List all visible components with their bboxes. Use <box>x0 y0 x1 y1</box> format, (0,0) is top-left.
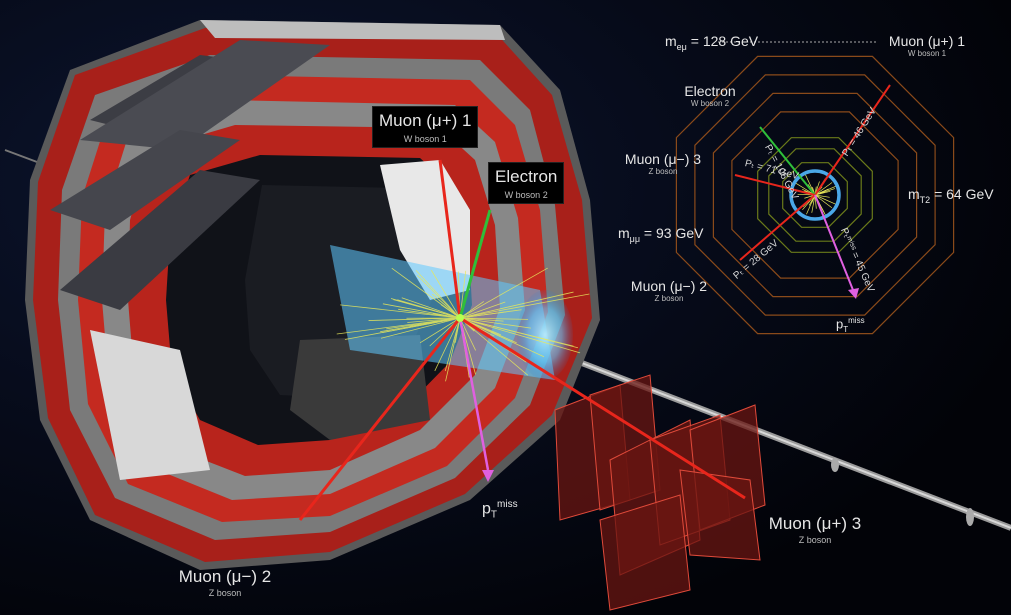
transverse-view <box>675 55 955 335</box>
spray-track <box>336 317 461 335</box>
spray-track <box>459 317 581 354</box>
spray-track <box>459 317 477 351</box>
electron-label-3d: Electron W boson 2 <box>488 162 565 204</box>
electron-label-text: Electron <box>495 167 558 186</box>
outer-panels <box>50 20 505 480</box>
spray-track <box>416 275 461 319</box>
muon1-label-3d: Muon (μ+) 1 W boson 1 <box>372 106 479 148</box>
muon2-label-text: Muon (μ−) 2 <box>178 567 272 586</box>
octagon-layer <box>712 92 918 298</box>
particle-spray <box>336 267 590 382</box>
octagon-layer <box>768 148 862 242</box>
electron-sublabel: W boson 2 <box>504 190 548 200</box>
muon3-sublabel: Z boson <box>798 535 832 545</box>
spray-track <box>459 317 529 320</box>
octagon-layer <box>757 137 873 253</box>
spray-track <box>430 269 461 319</box>
tv-spray-track <box>814 194 838 206</box>
spray-track <box>459 317 504 322</box>
spray-track <box>459 301 485 319</box>
spray-track <box>459 317 545 358</box>
muon3-track <box>459 316 746 500</box>
octagon-layer <box>694 74 936 316</box>
tv-spray-track <box>814 182 833 196</box>
spray-track <box>459 293 590 319</box>
spray-track <box>459 309 522 319</box>
tv-spray-track <box>814 191 825 196</box>
tv-ptmiss-arrow <box>814 194 854 291</box>
tv-electron-track <box>759 126 816 196</box>
spray-track <box>391 267 461 319</box>
electron-track <box>458 209 492 319</box>
octagon-layer <box>782 162 848 228</box>
spray-track <box>459 301 506 319</box>
octagon-layer <box>731 111 899 279</box>
spray-track <box>419 317 461 344</box>
muon2-label-3d: Muon (μ−) 2 Z boson <box>170 568 280 598</box>
tracks-3d <box>298 159 746 521</box>
m-emu-label: meμ = 128 GeV <box>665 33 759 52</box>
tv-spray-track <box>814 194 833 209</box>
spray-track <box>401 297 461 319</box>
spray-track <box>344 317 461 340</box>
tv-muon1-label: Muon (μ+) 1 W boson 1 <box>888 33 966 58</box>
tv-spray-track <box>814 194 830 198</box>
spray-track <box>390 298 461 319</box>
spray-track <box>445 317 461 382</box>
muon3-label-3d: Muon (μ+) 3 Z boson <box>760 515 870 545</box>
tv-muon1-track <box>814 84 891 196</box>
muon2-track <box>298 317 462 521</box>
muon1-label-text: Muon (μ+) 1 <box>379 111 472 130</box>
vertex-ring <box>789 169 841 221</box>
spray-track <box>459 317 531 329</box>
spray-track <box>340 304 461 319</box>
tv-spray-track <box>793 181 816 196</box>
tv-muon2-label: Muon (μ−) 2 Z boson <box>630 278 708 303</box>
ptmiss-label-3d: pTmiss <box>482 499 518 521</box>
tv-spray-track <box>814 185 838 196</box>
octagon-layer <box>675 55 955 335</box>
m-mumu-label: mμμ = 93 GeV <box>618 225 704 244</box>
spray-track <box>415 270 461 319</box>
spray-track <box>459 291 574 319</box>
muon3-label-text: Muon (μ+) 3 <box>768 514 862 533</box>
tv-ptmiss-label: pTmiss <box>836 316 865 334</box>
tv-muon2-track <box>739 194 816 261</box>
spray-track <box>431 293 461 319</box>
muon1-track <box>438 159 462 319</box>
muon-chambers <box>554 374 766 611</box>
tv-muon3-track <box>734 174 816 196</box>
spray-track <box>459 267 548 319</box>
muon2-sublabel: Z boson <box>208 588 242 598</box>
muon1-sublabel: W boson 1 <box>403 134 447 144</box>
spray-track <box>444 317 461 372</box>
spray-track <box>434 317 461 372</box>
tv-spray-track <box>811 194 816 213</box>
tv-muon3-label: Muon (μ−) 3 Z boson <box>624 151 702 176</box>
ptmiss-arrow <box>458 317 490 471</box>
tv-electron-label: Electron W boson 2 <box>684 83 736 108</box>
mT2-label: mT2 = 64 GeV <box>908 186 994 205</box>
spray-track <box>380 317 461 339</box>
